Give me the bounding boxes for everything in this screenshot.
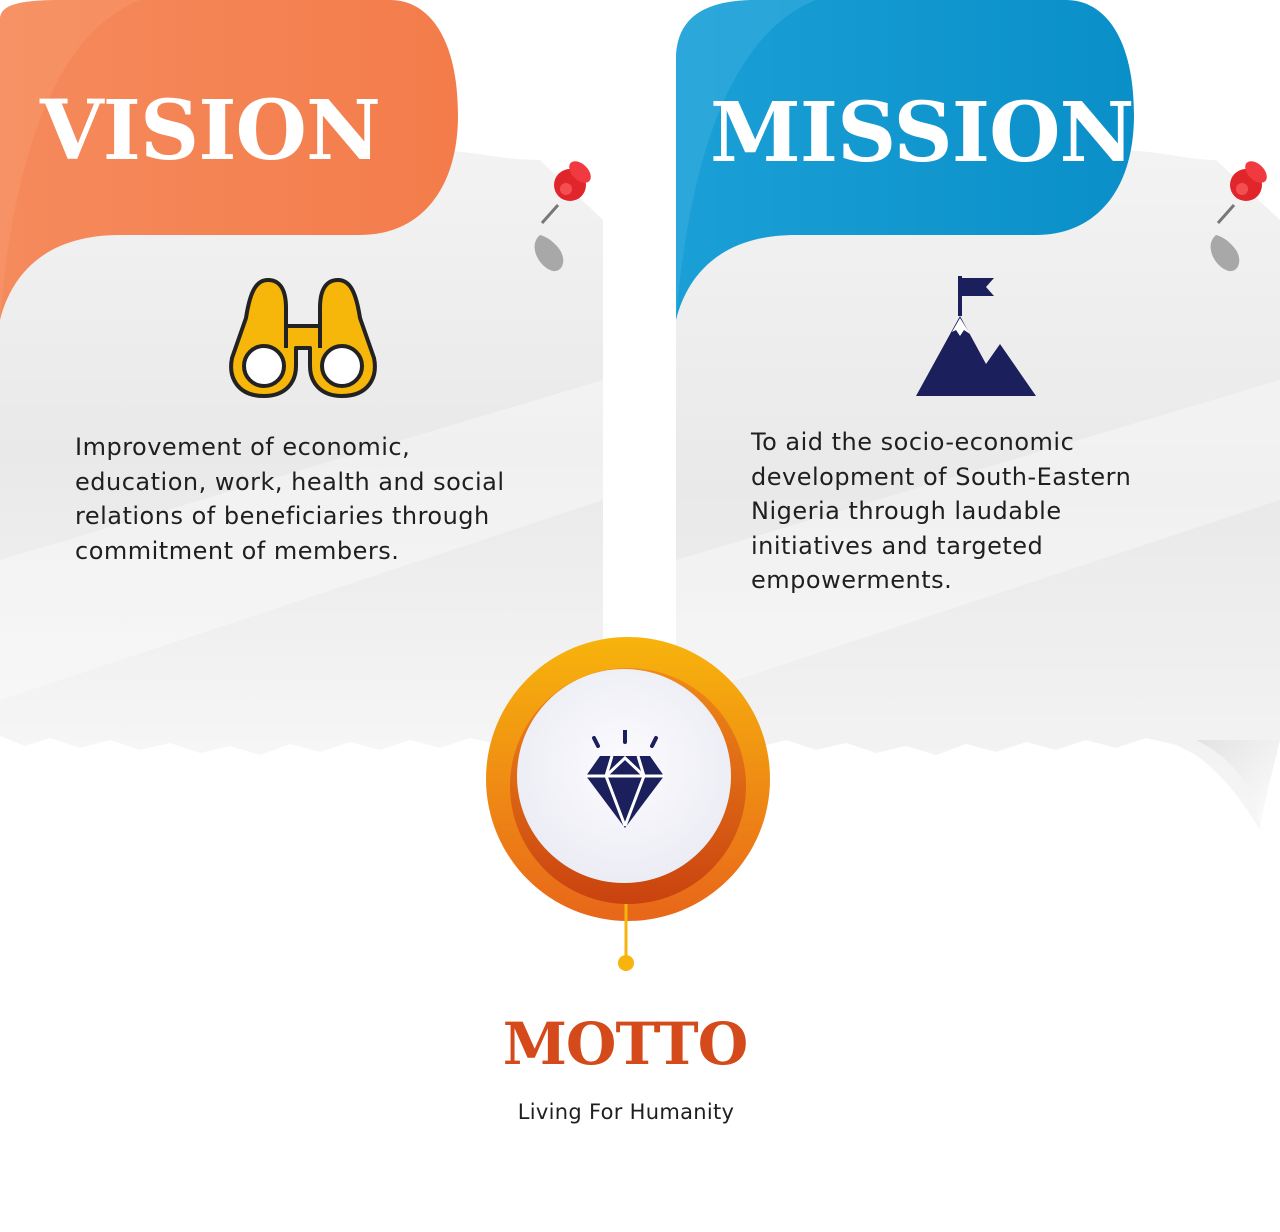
mission-card: MISSION To aid the socio-economic develo… — [676, 0, 1280, 830]
motto-heading: MOTTO — [502, 1010, 749, 1078]
vision-heading: VISION — [40, 83, 381, 179]
mission-heading: MISSION — [710, 85, 1134, 181]
vision-text: Improvement of economic, education, work… — [75, 433, 505, 565]
mission-paper-background — [676, 0, 1280, 830]
motto-text: Living For Humanity — [517, 1100, 735, 1124]
vision-card: VISION Improvement of economic, educatio… — [0, 0, 610, 760]
push-pin-icon — [1210, 161, 1267, 272]
vision-paper-background — [0, 0, 603, 755]
push-pin-icon — [534, 161, 591, 272]
binoculars-icon — [229, 278, 377, 398]
mission-text: To aid the socio-economic development of… — [751, 428, 1132, 594]
mountain-flag-icon — [916, 276, 1036, 396]
diamond-icon — [586, 730, 664, 828]
